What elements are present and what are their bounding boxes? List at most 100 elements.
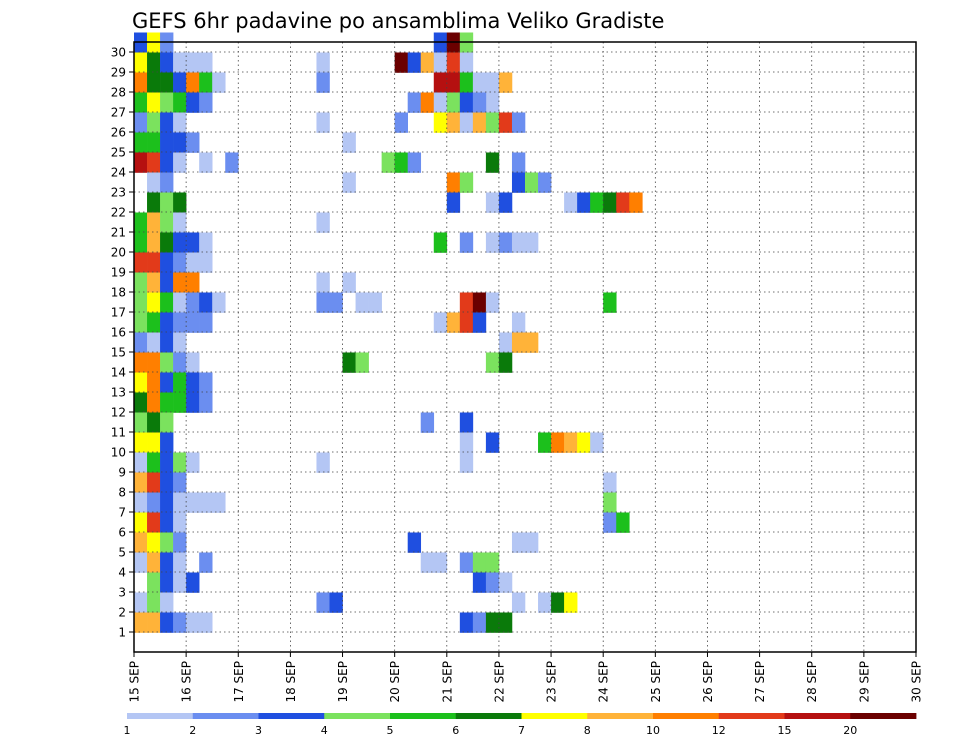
- heatmap-cell: [459, 232, 474, 253]
- heatmap-cell: [459, 312, 474, 333]
- heatmap-cell: [134, 152, 148, 173]
- heatmap-cell: [134, 312, 148, 333]
- x-tick-label: 23 SEP: [545, 661, 559, 703]
- heatmap-cell: [199, 52, 213, 73]
- y-tick-label: 27: [111, 106, 126, 120]
- heatmap-cell: [316, 452, 330, 473]
- heatmap-cell: [472, 312, 487, 333]
- heatmap-cell: [381, 152, 395, 173]
- colorbar-label: 5: [387, 724, 394, 737]
- y-tick-label: 17: [111, 306, 126, 320]
- heatmap-cell: [212, 292, 226, 313]
- heatmap-cell: [472, 92, 487, 113]
- heatmap-cell: [603, 292, 617, 313]
- x-tick-label: 29 SEP: [857, 661, 871, 703]
- heatmap-cell: [433, 72, 448, 93]
- heatmap-cell: [485, 432, 500, 453]
- heatmap-cell: [472, 552, 487, 573]
- heatmap-cell: [173, 572, 187, 593]
- heatmap-cell: [173, 152, 187, 173]
- heatmap-cell: [459, 432, 474, 453]
- heatmap-cell: [420, 92, 435, 113]
- heatmap-cell: [433, 112, 448, 133]
- heatmap-cell: [538, 172, 552, 193]
- heatmap-cell: [134, 352, 148, 373]
- y-tick-label: 4: [118, 566, 126, 580]
- heatmap-cell: [590, 432, 604, 453]
- colorbar-label: 12: [712, 724, 726, 737]
- colorbar-segment: [784, 713, 851, 719]
- heatmap-cell: [134, 112, 148, 133]
- x-tick-label: 15 SEP: [128, 661, 142, 703]
- heatmap-cell: [186, 372, 200, 393]
- heatmap-cell: [147, 292, 161, 313]
- heatmap-cell: [498, 572, 513, 593]
- heatmap-cell: [160, 552, 174, 573]
- y-tick-label: 24: [111, 166, 126, 180]
- heatmap-cell: [485, 192, 500, 213]
- heatmap-cell: [498, 352, 513, 373]
- heatmap-cell: [472, 572, 487, 593]
- heatmap-cell: [134, 272, 148, 293]
- y-tick-label: 30: [111, 46, 126, 60]
- heatmap-cell: [394, 152, 408, 173]
- heatmap-cell: [316, 592, 330, 613]
- y-tick-label: 12: [111, 406, 126, 420]
- colorbar-label: 10: [646, 724, 660, 737]
- heatmap-cell: [433, 52, 448, 73]
- heatmap-cell: [446, 172, 461, 193]
- heatmap-cell: [186, 572, 200, 593]
- heatmap-cell: [160, 252, 174, 273]
- heatmap-cell: [394, 112, 408, 133]
- heatmap-cell: [186, 392, 200, 413]
- heatmap-cell: [147, 412, 161, 433]
- heatmap-cell: [147, 112, 161, 133]
- heatmap-cell: [160, 412, 174, 433]
- heatmap-cell: [160, 612, 174, 633]
- heatmap-cell: [199, 492, 213, 513]
- colorbar-segment: [653, 713, 720, 719]
- heatmap-cell: [485, 552, 500, 573]
- x-tick-label: 22 SEP: [492, 661, 506, 703]
- heatmap-cell: [629, 192, 643, 213]
- x-tick-label: 16 SEP: [180, 661, 194, 703]
- heatmap-cell: [160, 532, 174, 553]
- heatmap-cell: [355, 352, 369, 373]
- heatmap-cell: [134, 472, 148, 493]
- y-tick-label: 15: [111, 346, 126, 360]
- heatmap-cell: [199, 252, 213, 273]
- heatmap-cell: [498, 332, 513, 353]
- y-tick-label: 21: [111, 226, 126, 240]
- heatmap-cell: [160, 572, 174, 593]
- y-tick-label: 6: [118, 526, 126, 540]
- heatmap-cell: [525, 172, 539, 193]
- heatmap-cell: [459, 412, 474, 433]
- colorbar-segment: [850, 713, 917, 719]
- heatmap-cell: [316, 212, 330, 233]
- heatmap-cell: [186, 612, 200, 633]
- colorbar-label: 3: [255, 724, 262, 737]
- x-tick-label: 21 SEP: [440, 661, 454, 703]
- heatmap-cell: [368, 292, 382, 313]
- heatmap-cell: [147, 172, 161, 193]
- heatmap-cell: [134, 452, 148, 473]
- heatmap-cell: [147, 472, 161, 493]
- heatmap-cell: [485, 112, 500, 133]
- heatmap-cell: [147, 592, 161, 613]
- heatmap-cell: [147, 232, 161, 253]
- heatmap-cell: [551, 432, 565, 453]
- heatmap-cell: [225, 152, 239, 173]
- y-tick-label: 18: [111, 286, 126, 300]
- heatmap-cell: [134, 252, 148, 273]
- y-tick-label: 16: [111, 326, 126, 340]
- heatmap-cell: [459, 452, 474, 473]
- heatmap-cell: [147, 92, 161, 113]
- y-tick-label: 20: [111, 246, 126, 260]
- x-tick-label: 25 SEP: [649, 661, 663, 703]
- heatmap-cell: [577, 432, 591, 453]
- heatmap-cell: [186, 312, 200, 333]
- heatmap-cell: [173, 292, 187, 313]
- heatmap-cell: [173, 512, 187, 533]
- heatmap-cell: [498, 612, 513, 633]
- heatmap-cell: [433, 232, 448, 253]
